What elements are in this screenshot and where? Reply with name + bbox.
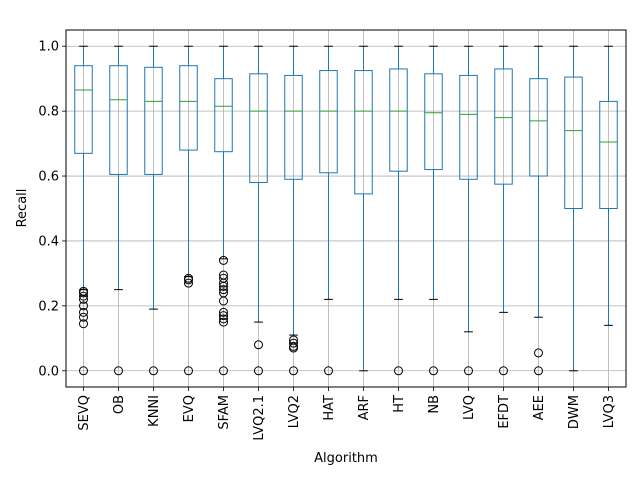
outlier-point: [114, 366, 123, 376]
x-axis: SEVQ OB KNNI EVQ SFAM LVQ2.1 LVQ2 HAT ARF HT NB LVQ…: [77, 387, 617, 441]
box-iqr: [389, 68, 408, 172]
x-tick-label: SFAM: [217, 395, 232, 430]
outlier-point: [324, 366, 333, 376]
box-iqr: [494, 68, 513, 185]
x-tick-label: LVQ2: [287, 395, 302, 428]
outlier-point: [79, 366, 88, 376]
outlier-point: [429, 366, 438, 376]
box-arf: [354, 45, 373, 372]
box-iqr: [319, 70, 338, 174]
outlier-point: [79, 288, 88, 298]
box-ht: [389, 45, 408, 376]
box-lvq2-1: [249, 45, 268, 376]
outlier-point: [534, 348, 543, 358]
box-iqr: [214, 78, 233, 153]
outlier-point: [79, 291, 88, 301]
box-efdt: [494, 45, 513, 376]
outlier-point: [534, 366, 543, 376]
box-nb: [424, 45, 443, 376]
outlier-point: [219, 278, 228, 288]
x-tick-label: HAT: [322, 395, 337, 421]
x-tick-label: AEE: [532, 395, 547, 420]
box-aee: [529, 45, 548, 376]
y-tick-label: 0.6: [38, 170, 59, 185]
box-iqr: [459, 74, 478, 180]
outlier-point: [219, 285, 228, 295]
x-tick-label: EVQ: [182, 395, 197, 422]
box-dwm: [564, 45, 583, 372]
x-tick-label: HT: [392, 395, 407, 413]
box-iqr: [249, 73, 268, 184]
outlier-point: [254, 366, 263, 376]
box-sevq: [74, 45, 93, 376]
box-lvq: [459, 45, 478, 376]
outlier-point: [184, 366, 193, 376]
outlier-point: [289, 343, 298, 353]
y-tick-label: 1.0: [38, 40, 59, 55]
outlier-point: [184, 278, 193, 288]
box-iqr: [284, 74, 303, 180]
box-iqr: [179, 65, 198, 151]
outlier-point: [79, 312, 88, 322]
x-tick-label: EFDT: [497, 395, 512, 429]
x-tick-label: SEVQ: [77, 395, 92, 431]
box-iqr: [599, 100, 618, 209]
x-tick-label: NB: [427, 395, 442, 414]
y-tick-label: 0.0: [38, 364, 59, 379]
outlier-point: [219, 317, 228, 327]
x-tick-label: LVQ: [462, 395, 477, 420]
box-iqr: [144, 66, 163, 175]
outlier-point: [394, 366, 403, 376]
box-sfam: [214, 45, 233, 376]
outlier-point: [79, 301, 88, 311]
y-axis-label: Recall: [15, 189, 30, 228]
box-iqr: [109, 65, 128, 175]
box-lvq2: [284, 45, 303, 376]
x-tick-label: ARF: [357, 395, 372, 420]
y-tick-label: 0.8: [38, 105, 59, 120]
outlier-point: [219, 311, 228, 321]
box-iqr: [354, 70, 373, 195]
box-knni: [144, 45, 163, 376]
box-iqr: [529, 78, 548, 177]
y-tick-label: 0.2: [38, 299, 59, 314]
x-axis-label: Algorithm: [314, 451, 378, 466]
box-iqr: [424, 73, 443, 171]
outlier-point: [219, 296, 228, 306]
outlier-point: [219, 255, 228, 265]
outlier-point: [254, 340, 263, 350]
outlier-point: [219, 307, 228, 317]
y-tick-label: 0.4: [38, 234, 59, 249]
outlier-point: [499, 366, 508, 376]
outlier-point: [219, 314, 228, 324]
box-evq: [179, 45, 198, 376]
outlier-point: [79, 294, 88, 304]
y-axis: 0.0 0.2 0.4 0.6 0.8 1.0: [38, 40, 66, 379]
outlier-point: [464, 366, 473, 376]
box-ob: [109, 45, 128, 376]
x-tick-label: KNNI: [147, 395, 162, 427]
box-lvq3: [599, 45, 618, 326]
outlier-point: [149, 366, 158, 376]
x-tick-label: OB: [112, 395, 127, 414]
box-iqr: [74, 65, 93, 154]
box-hat: [319, 45, 338, 376]
box-series: [74, 45, 618, 376]
plot-frame: [65, 29, 627, 388]
outlier-point: [289, 338, 298, 348]
outlier-point: [79, 307, 88, 317]
outlier-point: [289, 366, 298, 376]
outlier-point: [219, 281, 228, 291]
x-tick-label: DWM: [567, 395, 582, 429]
outlier-point: [219, 366, 228, 376]
outlier-point: [79, 319, 88, 329]
box-iqr: [564, 76, 583, 209]
x-tick-label: LVQ2.1: [252, 395, 267, 441]
x-tick-label: LVQ3: [602, 395, 617, 428]
outlier-point: [184, 275, 193, 285]
